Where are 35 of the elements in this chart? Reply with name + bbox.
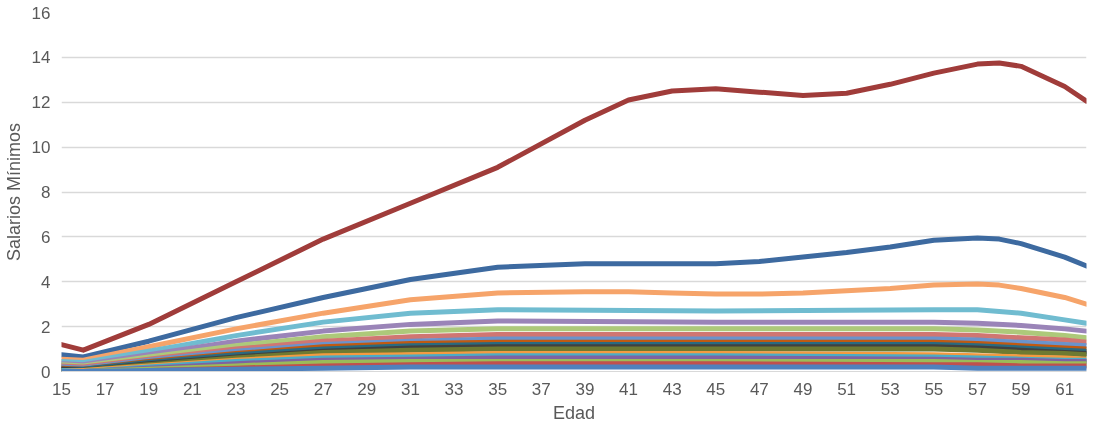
y-tick-label: 6 — [41, 227, 51, 247]
x-tick-label: 15 — [52, 379, 71, 399]
x-tick-label: 37 — [531, 379, 551, 399]
x-tick-label: 55 — [924, 379, 944, 399]
x-tick-label: 25 — [270, 379, 290, 399]
x-tick-label: 49 — [793, 379, 813, 399]
x-tick-label: 57 — [968, 379, 987, 399]
y-tick-label: 0 — [41, 362, 51, 382]
x-tick-label: 47 — [749, 379, 769, 399]
x-tick-label: 53 — [880, 379, 900, 399]
y-tick-label: 14 — [31, 48, 51, 68]
x-tick-label: 43 — [662, 379, 682, 399]
x-tick-label: 35 — [488, 379, 508, 399]
y-tick-label: 16 — [31, 3, 51, 23]
x-tick-label: 61 — [1055, 379, 1075, 399]
y-tick-label: 4 — [41, 272, 51, 292]
x-axis-title: Edad — [552, 402, 596, 423]
x-tick-label: 21 — [182, 379, 202, 399]
y-tick-label: 12 — [31, 93, 51, 113]
y-axis-title: Salarios Mínimos — [3, 122, 24, 262]
x-tick-label: 23 — [226, 379, 246, 399]
x-tick-label: 39 — [575, 379, 595, 399]
y-tick-label: 10 — [31, 138, 51, 158]
x-tick-label: 19 — [139, 379, 159, 399]
x-tick-label: 59 — [1011, 379, 1031, 399]
y-tick-label: 8 — [41, 183, 51, 202]
x-tick-label: 31 — [400, 379, 420, 399]
x-tick-label: 29 — [357, 379, 377, 399]
x-tick-label: 17 — [95, 379, 115, 399]
x-tick-label: 27 — [313, 379, 333, 399]
x-tick-label: 51 — [837, 379, 857, 399]
x-tick-label: 45 — [706, 379, 726, 399]
y-tick-label: 2 — [41, 317, 51, 337]
x-tick-label: 41 — [619, 379, 638, 399]
x-tick-label: 33 — [444, 379, 464, 399]
